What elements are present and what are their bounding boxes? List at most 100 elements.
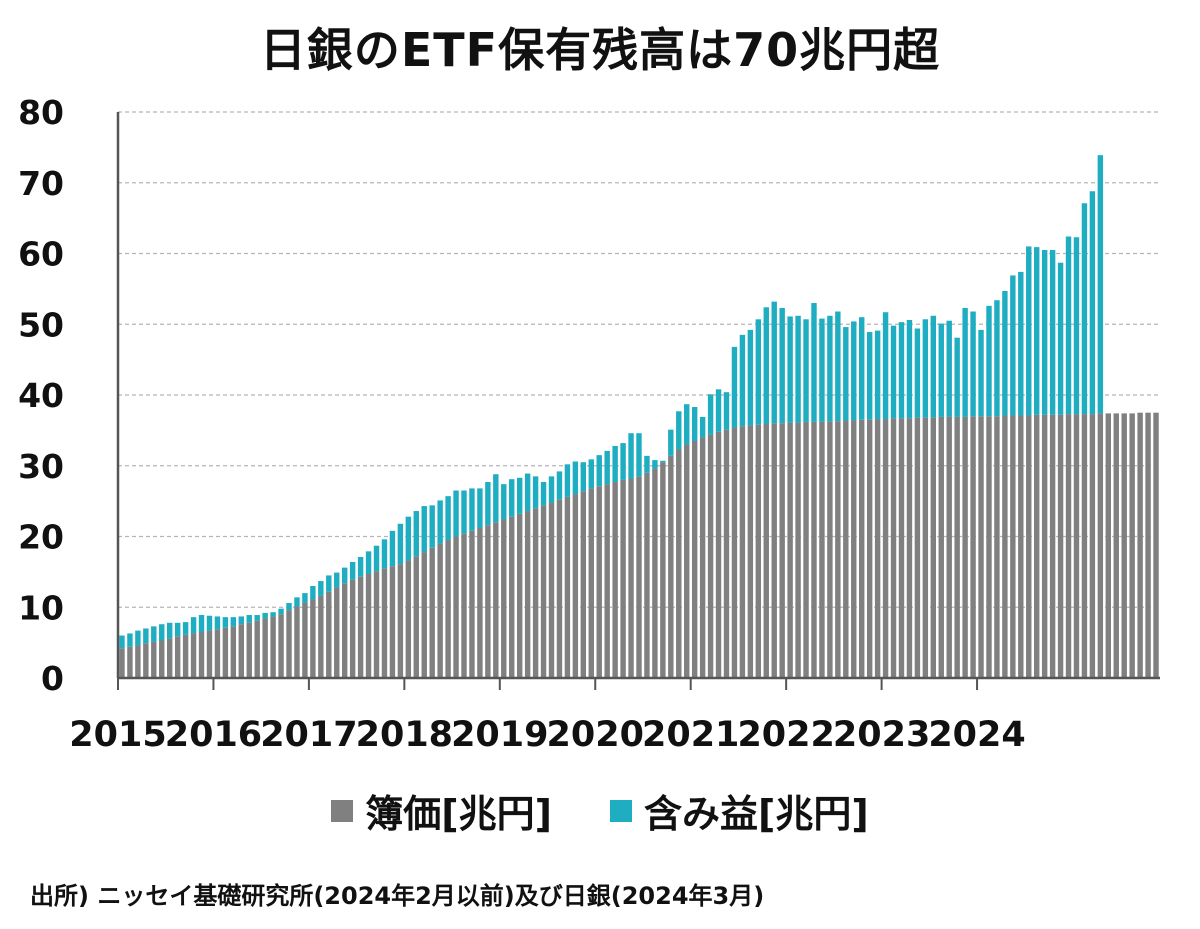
- x-tick-label: 2018: [356, 715, 453, 755]
- bar-gain: [349, 561, 356, 580]
- bar-book: [206, 630, 213, 678]
- bar-book: [1034, 414, 1040, 678]
- bar-book: [644, 472, 650, 678]
- bar-gain: [159, 624, 165, 641]
- bar-gain: [803, 319, 809, 422]
- bar-gain: [660, 460, 666, 463]
- bar-book: [405, 560, 412, 678]
- bar-book: [493, 522, 499, 678]
- bar-gain: [747, 329, 754, 426]
- bar-gain: [763, 307, 769, 425]
- bar-gain: [564, 464, 571, 497]
- bar-book: [898, 418, 905, 678]
- bar-book: [691, 440, 698, 678]
- bar-gain: [421, 506, 427, 553]
- bar-book: [294, 606, 300, 678]
- bar-book: [1137, 412, 1143, 678]
- bar-book: [946, 416, 952, 678]
- bar-book: [1153, 412, 1159, 678]
- bar-gain: [930, 315, 937, 418]
- bar-gain: [739, 334, 746, 427]
- bar-gain: [938, 323, 944, 417]
- bar-book: [755, 424, 762, 678]
- bar-book: [596, 486, 602, 678]
- bar-book: [978, 416, 984, 678]
- bar-gain: [715, 389, 722, 432]
- bar-gain: [357, 557, 364, 577]
- bar-gain: [1002, 290, 1008, 416]
- bar-gain: [819, 318, 825, 422]
- bar-book: [278, 614, 284, 678]
- bar-gain: [214, 616, 221, 630]
- bar-book: [302, 603, 308, 678]
- bar-book: [1097, 413, 1104, 678]
- bar-gain: [811, 303, 817, 422]
- bar-gain: [970, 311, 976, 417]
- bar-book: [1041, 414, 1048, 678]
- bar-book: [739, 426, 746, 678]
- bar-gain: [143, 628, 149, 644]
- bar-gain: [684, 404, 690, 445]
- bar-gain: [1073, 237, 1080, 415]
- bar-gain: [1010, 275, 1016, 416]
- bar-gain: [461, 490, 467, 534]
- bar-book: [866, 419, 873, 678]
- bar-gain: [1026, 246, 1032, 416]
- bar-gain: [302, 593, 308, 604]
- bar-book: [437, 543, 443, 678]
- bar-book: [151, 641, 157, 678]
- bar-gain: [445, 496, 451, 541]
- bar-gain: [1041, 249, 1048, 415]
- bar-book: [1073, 414, 1080, 678]
- x-tick-label: 2022: [737, 715, 834, 755]
- bar-gain: [413, 511, 419, 557]
- bar-gain: [906, 320, 913, 419]
- bar-book: [166, 638, 173, 678]
- bar-book: [135, 645, 141, 678]
- bar-gain: [119, 635, 125, 649]
- bar-gain: [286, 603, 292, 611]
- bar-gain: [405, 516, 412, 561]
- bar-gain: [1065, 236, 1072, 415]
- bar-book: [143, 643, 149, 678]
- bar-book: [373, 571, 380, 678]
- bar-book: [389, 566, 396, 678]
- bar-book: [198, 632, 205, 678]
- bar-book: [270, 616, 276, 678]
- bar-book: [453, 536, 459, 678]
- bar-book: [1129, 413, 1135, 678]
- bar-book: [882, 419, 889, 678]
- bar-book: [485, 525, 491, 678]
- bar-book: [318, 595, 324, 678]
- bar-gain: [874, 330, 881, 420]
- bar-book: [262, 618, 268, 678]
- bar-book: [159, 640, 165, 678]
- bar-gain: [397, 523, 404, 565]
- bar-book: [1121, 413, 1127, 678]
- bar-gain: [365, 551, 372, 574]
- bar-book: [286, 610, 292, 678]
- y-tick-label: 70: [18, 164, 64, 203]
- bar-gain: [151, 626, 157, 642]
- y-tick-label: 80: [18, 93, 64, 132]
- bar-gain: [262, 612, 268, 619]
- bar-book: [819, 421, 825, 678]
- bar-gain: [835, 311, 841, 422]
- bar-gain: [493, 474, 499, 523]
- bar-book: [190, 633, 197, 678]
- bar-book: [548, 502, 555, 678]
- bar-gain: [922, 319, 929, 418]
- bar-book: [803, 421, 809, 678]
- bar-gain: [890, 325, 897, 419]
- bar-book: [668, 455, 674, 678]
- legend-item-book: 簿価[兆円]: [331, 783, 552, 838]
- bar-gain: [1018, 271, 1024, 416]
- bar-gain: [341, 567, 348, 584]
- bar-book: [1089, 414, 1096, 678]
- bar-book: [747, 425, 754, 678]
- bar-gain: [596, 455, 602, 487]
- y-tick-label: 0: [41, 659, 64, 698]
- bar-book: [524, 511, 531, 678]
- bar-gain: [795, 315, 801, 423]
